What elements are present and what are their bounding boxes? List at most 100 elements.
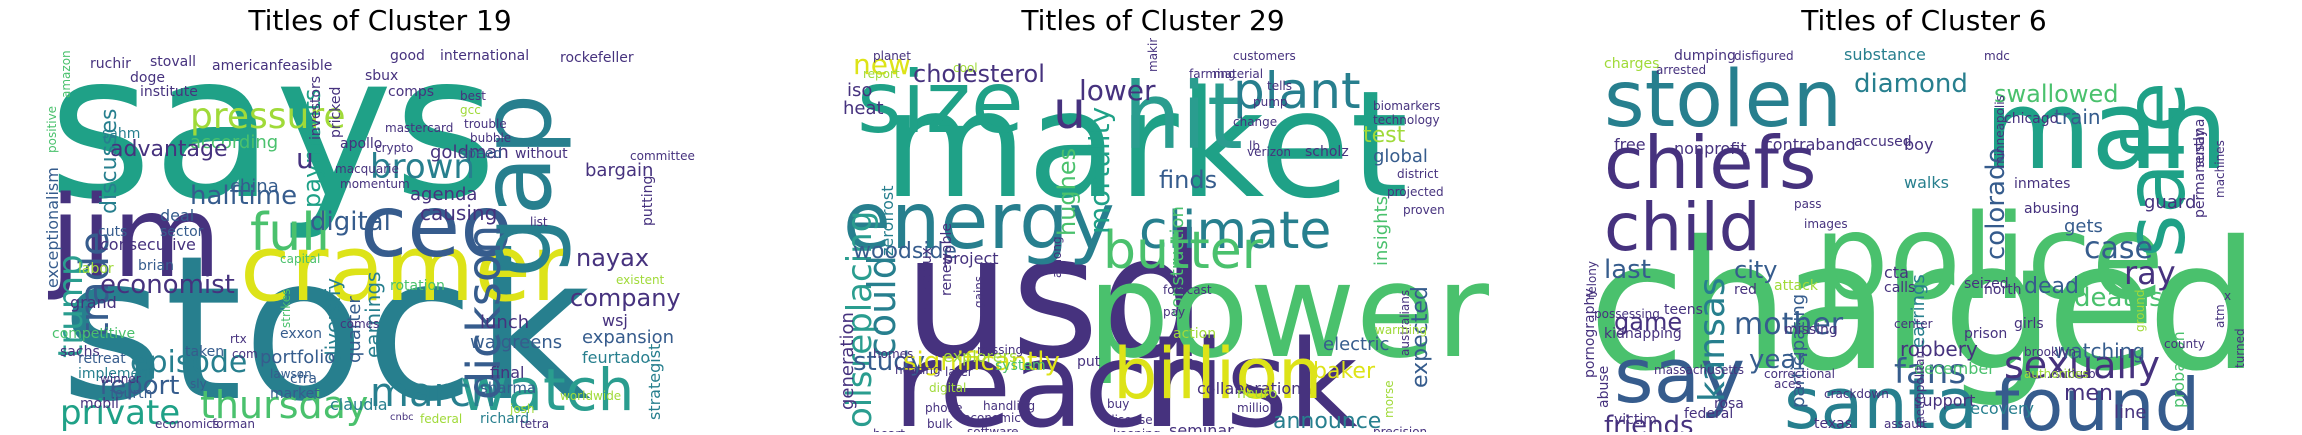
word-stock: stock [60, 213, 591, 432]
word-implement: implement [78, 366, 154, 382]
word-pressure: pressure [190, 96, 346, 137]
word-disease: disease [1107, 413, 1153, 427]
word-generation: generation [837, 312, 858, 410]
word-teens: teens [1664, 302, 1703, 318]
word-software: software [967, 425, 1019, 432]
word-test: test [1363, 123, 1406, 148]
word-system: system [995, 358, 1046, 374]
word-putting: putting [640, 176, 656, 226]
word-arrested: arrested [1656, 63, 1706, 77]
word-strategist: strategist [645, 344, 664, 420]
word-retreat: retreat [78, 351, 126, 367]
word-macquarie: macquarie [335, 162, 399, 176]
word-lawson: lawson [270, 367, 312, 381]
word-ground: ground [2133, 290, 2147, 332]
word-gets: gets [2064, 216, 2103, 237]
word-material: material [1213, 67, 1263, 81]
word-woodside: woodside [853, 239, 957, 264]
word-institute: institute [140, 84, 198, 100]
word-pay: pay [1163, 305, 1185, 319]
word-federal: federal [420, 412, 462, 426]
word-sly: sly [190, 377, 207, 391]
word-announce: announce [1273, 409, 1381, 432]
word-later: later [945, 365, 973, 379]
word-amazon: amazon [59, 50, 73, 98]
word-sbux: sbux [365, 68, 398, 84]
word-expected: expected [1408, 286, 1433, 388]
word-exxon: exxon [280, 326, 322, 342]
word-game: game [1614, 308, 1682, 336]
word-causing: causing [420, 201, 497, 225]
word-lower: lower [1079, 74, 1156, 107]
word-among: among [1050, 236, 1064, 278]
word-found: found [1994, 363, 2200, 432]
word-missing: missing [1784, 322, 1838, 338]
word-assault: assault [1884, 417, 1927, 431]
word-fans: fans [1894, 352, 1966, 392]
word-china: china [230, 176, 279, 197]
word-com: com [232, 347, 258, 361]
word-halftime: halftime [190, 181, 297, 211]
word-chicago: chicago [2004, 111, 2058, 127]
word-sexually: sexually [2004, 343, 2160, 387]
word-discusses: discusses [97, 109, 122, 215]
word-existent: existent [616, 273, 665, 287]
word-momentum: momentum [340, 177, 410, 191]
word-private: private [60, 393, 180, 432]
word-million: million [1237, 401, 1277, 415]
word-rosa: rosa [1714, 396, 1744, 412]
word-consecutive: consecutive [100, 235, 196, 254]
word-cramer: cramer [240, 215, 569, 322]
word-probation: probation [2169, 331, 2188, 408]
word-insights: insights [1371, 196, 1392, 266]
word-episode: episode [130, 345, 247, 380]
word-disfigured: disfigured [1734, 49, 1794, 63]
word-agenda: agenda [410, 184, 477, 205]
word-baker: baker [1313, 359, 1376, 384]
word-atm: atm [2213, 304, 2227, 328]
word-competitive: competitive [52, 326, 135, 342]
word-climate: climate [1139, 201, 1331, 261]
word-market: market [883, 59, 1408, 231]
word-watching: watching [2054, 339, 2145, 363]
word-biomarkers: biomarkers [1373, 99, 1440, 113]
word-watch: watch [460, 356, 634, 424]
word-colorado: colorado [1981, 148, 2011, 260]
word-march: march [370, 370, 496, 416]
word-committee: committee [630, 149, 695, 163]
word-december: december [1914, 359, 1995, 378]
word-brooklyn: brooklyn [2024, 345, 2076, 359]
word-international: international [440, 48, 529, 64]
word-cta: cta [1884, 263, 1909, 282]
word-mastercard: mastercard [385, 121, 453, 135]
word-according: according [190, 132, 278, 153]
wordcloud-panel-cluster-29: Titles of Cluster 29 market usd power reach… [813, 0, 1493, 435]
word-handling: handling [983, 399, 1035, 413]
word-friends: friends [1604, 411, 1694, 432]
word-district: district [1397, 167, 1439, 181]
word-explorers: explorers [943, 347, 1017, 366]
word-plant: plant [1233, 62, 1361, 120]
word-thursday: thursday [200, 383, 368, 427]
word-brian: brian [138, 258, 174, 274]
word-without: without [515, 146, 568, 162]
word-cool: cool [953, 61, 978, 75]
word-neuro: neuro [1237, 386, 1277, 402]
word-trouble: trouble [464, 117, 507, 131]
word-warming: warming [1375, 323, 1427, 337]
word-energy: energy [843, 177, 1115, 267]
word-prison: prison [1964, 326, 2007, 342]
word-dead: dead [2024, 274, 2079, 299]
word-homes: homes [873, 347, 913, 361]
word-jim: jim [47, 173, 221, 303]
word-josh: josh [509, 402, 535, 416]
word-investors: investors [308, 76, 324, 140]
word-verizon: verizon [1247, 145, 1291, 159]
word-finds: finds [1159, 166, 1217, 194]
word-trump: trump [51, 254, 91, 358]
word-rtx: rtx [230, 332, 247, 346]
word-precision: precision [1373, 425, 1427, 432]
